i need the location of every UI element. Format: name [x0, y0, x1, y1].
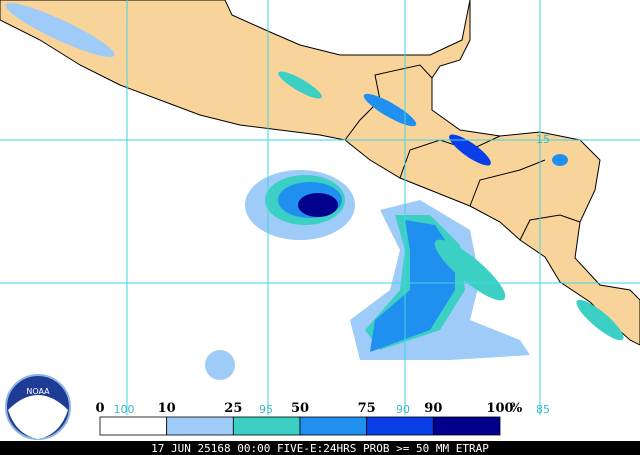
legend-swatch [432, 416, 501, 436]
legend-swatch [166, 416, 234, 436]
lon-label: 100 [114, 403, 135, 416]
legend-swatch [99, 416, 168, 436]
lon-label: 95 [259, 403, 273, 416]
lon-label: 90 [396, 403, 410, 416]
logo-text: NOAA [26, 387, 50, 396]
precipitation [5, 3, 624, 380]
footer-text: 17 JUN 25168 00:00 FIVE-E:24HRS PROB >= … [151, 442, 489, 455]
footer-bar [0, 441, 640, 455]
lon-label: 85 [536, 403, 550, 416]
legend-swatch [232, 416, 301, 436]
graticule [0, 0, 640, 415]
legend-label: 75 [358, 401, 376, 416]
legend-label: 50 [291, 401, 309, 416]
legend-label: 10 [158, 401, 176, 416]
logo-gull [8, 395, 68, 439]
land [0, 0, 640, 346]
legend-label: 0 [95, 401, 104, 416]
legend-swatch [366, 416, 434, 436]
legend-label: 100 [486, 401, 513, 416]
lat-label: 15 [536, 133, 550, 146]
legend-swatch [299, 416, 368, 436]
legend: 0 10 25 50 75 90 100% [95, 401, 523, 436]
legend-label: 90 [424, 401, 442, 416]
legend-label: 25 [224, 401, 242, 416]
legend-unit: % [510, 401, 523, 416]
